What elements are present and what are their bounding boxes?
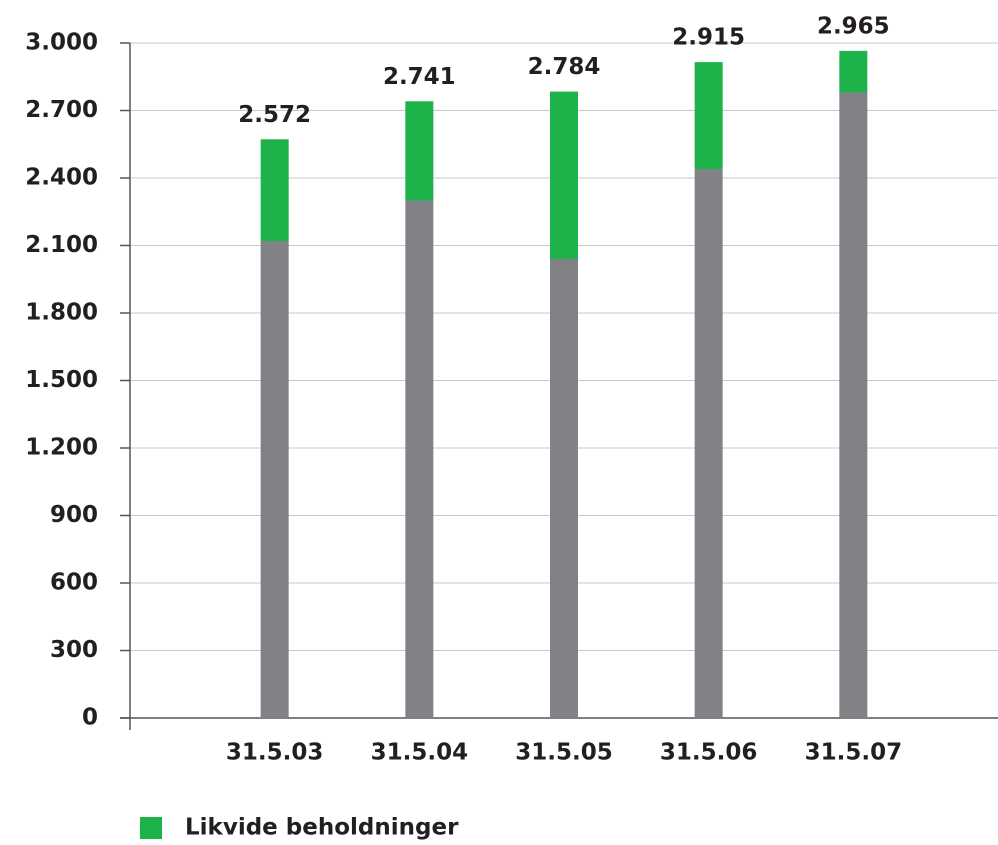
y-tick-label: 300: [50, 637, 98, 663]
bar-segment: [260, 241, 289, 718]
total-label: 2.741: [383, 64, 456, 90]
bar-segment: [694, 169, 723, 718]
y-tick-label: 0: [82, 705, 98, 731]
y-tick-label: 2.100: [25, 232, 98, 258]
bar-segment: [550, 259, 578, 718]
total-label: 2.784: [528, 54, 601, 80]
bar-segment: [550, 91, 578, 259]
y-tick-label: 3.000: [25, 30, 98, 56]
x-tick-label: 31.5.06: [660, 740, 758, 766]
y-tick-label: 600: [50, 570, 98, 596]
y-tick-label: 1.500: [25, 367, 98, 393]
y-tick-label: 1.200: [25, 435, 98, 461]
x-tick-label: 31.5.07: [805, 740, 903, 766]
legend-swatch: [140, 817, 162, 839]
total-label: 2.965: [817, 13, 890, 39]
total-label: 2.915: [672, 25, 745, 51]
bar-segment: [839, 92, 868, 718]
bar-segment: [839, 50, 868, 93]
bar-segment: [260, 139, 289, 241]
y-tick-label: 2.700: [25, 97, 98, 123]
y-tick-label: 2.400: [25, 165, 98, 191]
x-tick-label: 31.5.04: [371, 740, 469, 766]
bar-segment: [405, 101, 434, 201]
x-tick-label: 31.5.05: [515, 740, 613, 766]
legend-label: Likvide beholdninger: [185, 815, 459, 841]
total-label: 2.572: [238, 102, 311, 128]
x-tick-label: 31.5.03: [226, 740, 324, 766]
y-tick-label: 900: [50, 502, 98, 528]
bar-segment: [405, 200, 434, 718]
bar-segment: [694, 62, 723, 169]
y-tick-label: 1.800: [25, 300, 98, 326]
